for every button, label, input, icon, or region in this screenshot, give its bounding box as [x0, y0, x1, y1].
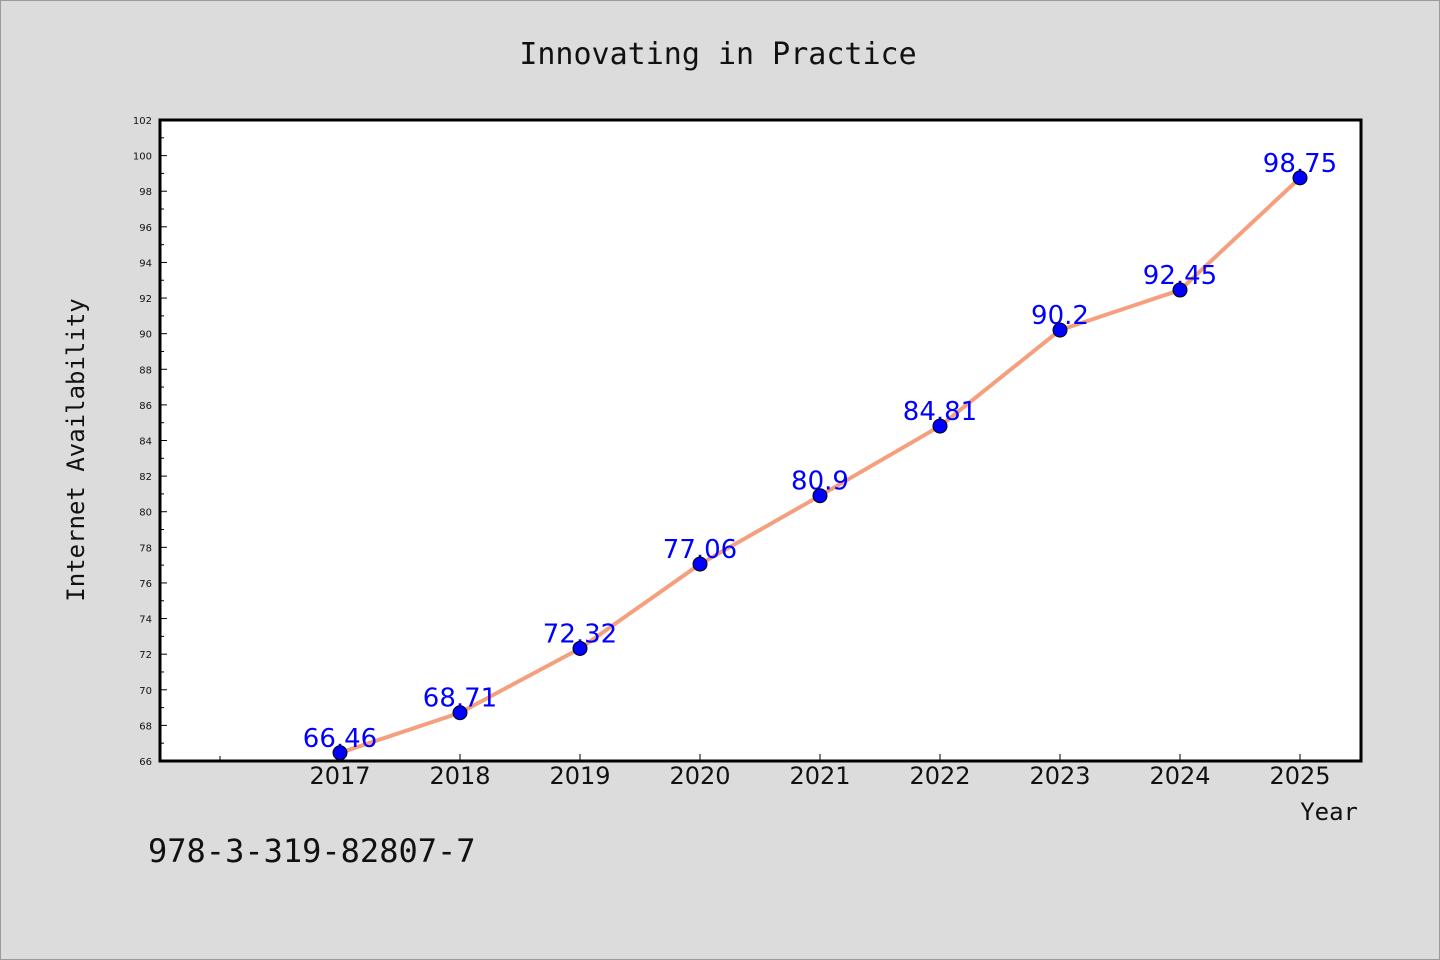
x-tick-label: 2019: [549, 762, 610, 790]
y-tick-label: 84: [139, 437, 152, 448]
y-tick-label: 80: [139, 508, 152, 519]
data-point: [812, 488, 828, 504]
y-tick-label: 96: [139, 223, 152, 234]
data-point: [932, 418, 948, 434]
y-tick-label: 68: [139, 721, 152, 732]
x-tick-label: 2017: [309, 762, 370, 790]
x-tick-label: 2021: [789, 762, 850, 790]
y-tick-label: 98: [139, 187, 152, 198]
x-tick-label: 2024: [1149, 762, 1210, 790]
y-tick-label: 92: [139, 294, 152, 305]
x-tick-label: 2023: [1029, 762, 1090, 790]
data-point: [1292, 170, 1308, 186]
data-point: [1172, 282, 1188, 298]
x-tick-label: 2022: [909, 762, 970, 790]
y-tick-label: 88: [139, 365, 152, 376]
y-axis-label: Internet Availability: [62, 298, 90, 601]
data-point: [452, 705, 468, 721]
x-axis-label: Year: [1300, 798, 1358, 826]
y-tick-label: 82: [139, 472, 152, 483]
data-point: [332, 745, 348, 761]
y-tick-label: 70: [139, 686, 152, 697]
x-tick-label: 2020: [669, 762, 730, 790]
x-tick-label: 2025: [1269, 762, 1330, 790]
y-tick-label: 94: [139, 258, 152, 269]
data-point: [572, 640, 588, 656]
x-axis: 2017 2018 2019 2020 2021 2022 2023 2024 2025: [219, 754, 1331, 790]
plot-area: [158, 118, 1363, 763]
chart-title: Innovating in Practice: [519, 37, 916, 72]
data-point: [1052, 322, 1068, 338]
y-tick-label: 102: [133, 116, 152, 127]
y-tick-label: 72: [139, 650, 152, 661]
isbn-text: 978-3-319-82807-7: [148, 832, 476, 870]
y-tick-label: 90: [139, 330, 152, 341]
data-point: [692, 556, 708, 572]
y-tick-label: 66: [139, 757, 152, 768]
y-tick-label: 100: [133, 152, 152, 163]
series-layer: 66.4668.7172.3277.0680.984.8190.292.4598…: [303, 149, 1337, 761]
y-tick-label: 76: [139, 579, 152, 590]
y-tick-label: 86: [139, 401, 152, 412]
y-tick-label: 78: [139, 543, 152, 554]
x-tick-label: 2018: [429, 762, 490, 790]
y-tick-label: 74: [139, 615, 152, 626]
y-axis: 66 68 70 72 74 76 78 80 82 84 86 88 90 92 94 96 98 100 102: [133, 116, 167, 768]
